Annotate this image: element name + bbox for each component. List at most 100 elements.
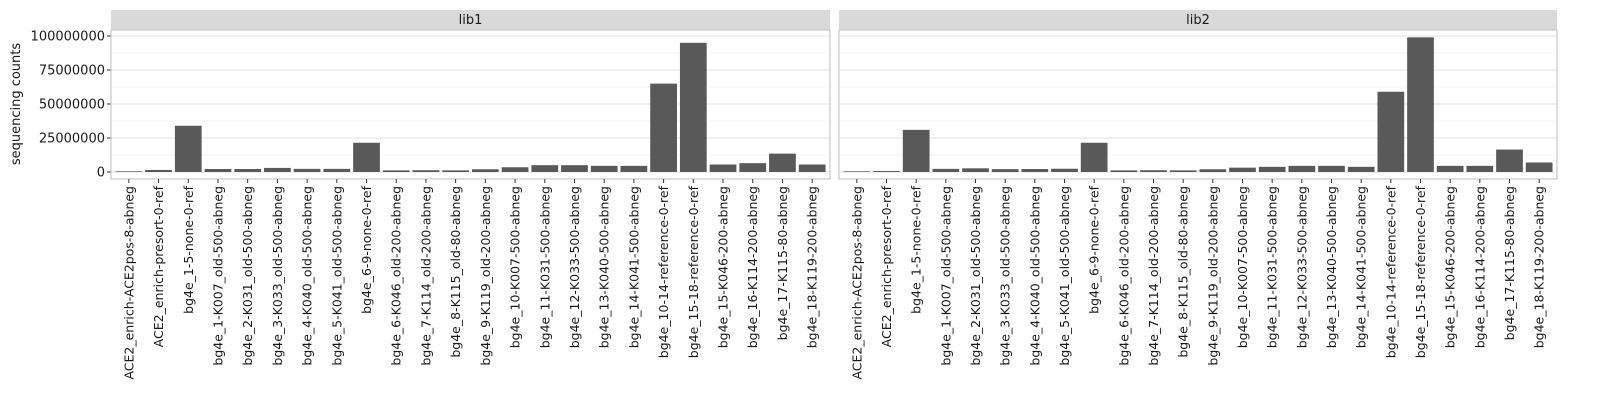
x-tick-label: bg4e_18-K119-200-abneg — [805, 186, 820, 348]
y-tick-label: 25000000 — [39, 132, 105, 147]
bar — [145, 169, 172, 172]
y-tick-label: 75000000 — [39, 64, 105, 79]
facet-strip — [839, 10, 1557, 30]
bar — [1436, 165, 1464, 172]
bar — [471, 169, 499, 172]
x-tick-label: bg4e_8-K115_old-80-abneg — [448, 186, 463, 358]
bar — [1377, 91, 1405, 172]
bar — [1496, 149, 1523, 172]
x-tick-label: ACE2_enrich-ACE2pos-8-abneg — [121, 186, 136, 380]
x-tick-label: ACE2_enrich-ACE2pos-8-abneg — [849, 186, 864, 380]
bar — [353, 142, 380, 172]
bar — [1258, 166, 1286, 172]
bar — [1199, 169, 1227, 172]
bar — [1347, 166, 1375, 172]
bar — [650, 83, 677, 172]
x-tick-label: bg4e_16-K114-200-abneg — [1472, 186, 1487, 348]
x-tick-label: bg4e_5-K041_old-500-abneg — [329, 186, 344, 366]
x-tick-label: bg4e_9-K119_old-200-abneg — [1205, 186, 1220, 366]
x-tick-label: bg4e_13-K040-500-abneg — [1324, 186, 1339, 348]
bar — [531, 165, 559, 172]
x-tick-label: bg4e_10-14-reference-0-ref — [1383, 185, 1398, 358]
bar — [1021, 169, 1049, 172]
panel-background — [110, 29, 831, 180]
facet-strip-label: lib1 — [459, 13, 483, 28]
bar — [264, 167, 291, 172]
facet-panel-lib2: lib2 ACE2_enrich-ACE2pos-8-abneg ACE2_enri… — [838, 10, 1558, 380]
x-tick-label: bg4e_1-5-none-0-ref — [909, 185, 924, 313]
x-tick-label: bg4e_6-9-none-0-ref — [359, 185, 374, 313]
bar — [1318, 165, 1345, 172]
x-tick-label: bg4e_6-K046_old-200-abneg — [1116, 186, 1131, 366]
bar — [620, 165, 648, 172]
panel-background — [838, 29, 1558, 180]
facet-panel-lib1: lib1 ACE2_enrich-ACE2pos-8-abneg ACE2_enri… — [110, 10, 831, 380]
y-tick-label: 0 — [97, 166, 105, 181]
x-tick-label: bg4e_7-K114_old-200-abneg — [1146, 186, 1161, 366]
x-tick-label: bg4e_9-K119_old-200-abneg — [478, 186, 493, 366]
bar — [561, 165, 588, 172]
x-tick-label: bg4e_7-K114_old-200-abneg — [418, 186, 433, 366]
x-tick-label: bg4e_11-K031-500-abneg — [537, 186, 552, 348]
x-tick-label: bg4e_1-K007_old-500-abneg — [210, 186, 225, 366]
x-tick-label: bg4e_15-18-reference-0-ref — [1413, 185, 1428, 358]
bar — [991, 169, 1019, 172]
bar — [204, 169, 232, 172]
bar — [501, 167, 529, 172]
bar — [1466, 165, 1494, 172]
bar — [1169, 170, 1197, 172]
bar — [1051, 168, 1078, 172]
x-tick-label: bg4e_6-K046_old-200-abneg — [389, 186, 404, 366]
x-tick-label: bg4e_12-K033-500-abneg — [1294, 186, 1309, 348]
x-tick-label: bg4e_3-K033_old-500-abneg — [998, 186, 1013, 366]
x-tick-label: bg4e_10-14-reference-0-ref — [656, 185, 671, 358]
bar — [902, 129, 930, 172]
bar — [412, 170, 440, 172]
x-tick-label: bg4e_17-K115-80-abneg — [775, 186, 790, 340]
x-tick-label: bg4e_1-5-none-0-ref — [181, 185, 196, 313]
x-tick-label: bg4e_13-K040-500-abneg — [597, 186, 612, 348]
bar — [174, 125, 202, 172]
x-tick-label: bg4e_5-K041_old-500-abneg — [1057, 186, 1072, 366]
x-tick-label: bg4e_11-K031-500-abneg — [1265, 186, 1280, 348]
bar — [1110, 170, 1138, 172]
bar — [382, 170, 410, 172]
y-axis-label: sequencing counts — [9, 43, 24, 166]
x-tick-label: bg4e_15-K046-200-abneg — [716, 186, 731, 348]
x-tick-label: bg4e_15-18-reference-0-ref — [686, 185, 701, 358]
x-tick-label: bg4e_10-K007-500-abneg — [508, 186, 523, 348]
bar — [1229, 167, 1256, 172]
x-tick-label: bg4e_3-K033_old-500-abneg — [270, 186, 285, 366]
bar — [932, 168, 960, 172]
bar — [679, 42, 707, 172]
bar — [1140, 170, 1167, 172]
x-tick-label: bg4e_2-K031_old-500-abneg — [968, 186, 983, 366]
facet-strip-label: lib2 — [1186, 13, 1210, 28]
x-tick-label: bg4e_16-K114-200-abneg — [745, 186, 760, 348]
x-tick-label: bg4e_4-K040_old-500-abneg — [1027, 186, 1042, 366]
bar — [873, 171, 900, 172]
x-tick-label: bg4e_4-K040_old-500-abneg — [300, 186, 315, 366]
x-tick-label: bg4e_10-K007-500-abneg — [1235, 186, 1250, 348]
x-tick-label: ACE2_enrich-presort-0-ref — [151, 185, 166, 347]
x-tick-label: bg4e_18-K119-200-abneg — [1532, 186, 1547, 348]
bar — [1407, 37, 1434, 172]
bar — [590, 165, 618, 172]
x-tick-label: bg4e_14-K041-500-abneg — [1354, 186, 1369, 348]
x-tick-label: bg4e_15-K046-200-abneg — [1443, 186, 1458, 348]
bar — [1288, 165, 1316, 172]
x-tick-label: bg4e_8-K115_old-80-abneg — [1176, 186, 1191, 358]
bar — [709, 164, 737, 172]
bar — [293, 168, 321, 172]
bar — [798, 164, 826, 172]
bar — [1080, 142, 1108, 172]
x-tick-label: bg4e_14-K041-500-abneg — [626, 186, 641, 348]
y-tick-label: 100000000 — [31, 30, 105, 45]
bar — [739, 163, 767, 172]
bar — [843, 171, 871, 172]
x-tick-label: bg4e_6-9-none-0-ref — [1087, 185, 1102, 313]
x-tick-label: bg4e_2-K031_old-500-abneg — [240, 186, 255, 366]
x-tick-label: bg4e_1-K007_old-500-abneg — [938, 186, 953, 366]
x-tick-label: bg4e_12-K033-500-abneg — [567, 186, 582, 348]
